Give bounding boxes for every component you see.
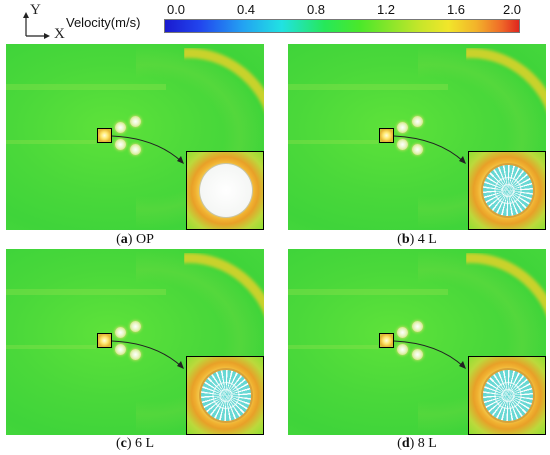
cylinder-icon <box>397 122 408 133</box>
cylinder-detail <box>481 163 535 218</box>
axis-y-label: Y <box>30 2 41 18</box>
axis-x-label: X <box>54 26 65 42</box>
zoom-inset <box>186 356 264 435</box>
zoom-inset <box>468 356 546 435</box>
caption-d: (d) 8 L <box>397 436 437 451</box>
cylinder-icon <box>130 144 141 155</box>
velocity-contour-panel-d <box>288 249 546 435</box>
cylinder-icon <box>397 139 408 150</box>
velocity-contour-panel-a <box>6 44 264 230</box>
axes-indicator: Y X <box>6 2 66 42</box>
zoom-inset <box>468 151 546 230</box>
cylinder-icon <box>115 122 126 133</box>
colorbar-tick: 0.4 <box>236 2 256 17</box>
velocity-contour-panel-b <box>288 44 546 230</box>
highlighted-cylinder <box>97 128 112 143</box>
colorbar-title: Velocity(m/s) <box>66 15 141 30</box>
colorbar-tick: 2.0 <box>502 2 522 17</box>
cylinder-icon <box>115 327 126 338</box>
cylinder-detail <box>199 368 253 423</box>
cylinder-icon <box>397 344 408 355</box>
cylinder-icon <box>412 144 423 155</box>
flow-streak <box>6 140 96 144</box>
cylinder-icon <box>412 349 423 360</box>
colorbar-tick: 1.2 <box>376 2 396 17</box>
flow-streak <box>6 84 166 90</box>
caption-c: (c) 6 L <box>115 436 155 451</box>
colorbar-tick: 0.8 <box>306 2 326 17</box>
highlighted-cylinder <box>97 333 112 348</box>
caption-a: (a) OP <box>116 232 154 247</box>
flow-streak <box>288 84 448 90</box>
colorbar-tick: 1.6 <box>446 2 466 17</box>
zoom-inset <box>186 151 264 230</box>
cylinder-icon <box>130 349 141 360</box>
axes-arrows-icon <box>23 12 50 39</box>
caption-b: (b) 4 L <box>397 232 437 247</box>
cylinder-icon <box>412 321 423 332</box>
flow-streak <box>6 345 96 349</box>
colorbar <box>164 19 520 33</box>
cylinder-detail <box>481 368 535 423</box>
velocity-contour-panel-c <box>6 249 264 435</box>
cylinder-icon <box>115 344 126 355</box>
cylinder-icon <box>397 327 408 338</box>
flow-streak <box>288 289 448 295</box>
colorbar-tick: 0.0 <box>166 2 186 17</box>
flow-streak <box>288 140 378 144</box>
cylinder-icon <box>130 321 141 332</box>
flow-streak <box>288 345 378 349</box>
highlighted-cylinder <box>379 333 394 348</box>
highlighted-cylinder <box>379 128 394 143</box>
cylinder-detail <box>199 163 253 218</box>
cylinder-icon <box>115 139 126 150</box>
cylinder-icon <box>130 116 141 127</box>
cylinder-icon <box>412 116 423 127</box>
flow-streak <box>6 289 166 295</box>
